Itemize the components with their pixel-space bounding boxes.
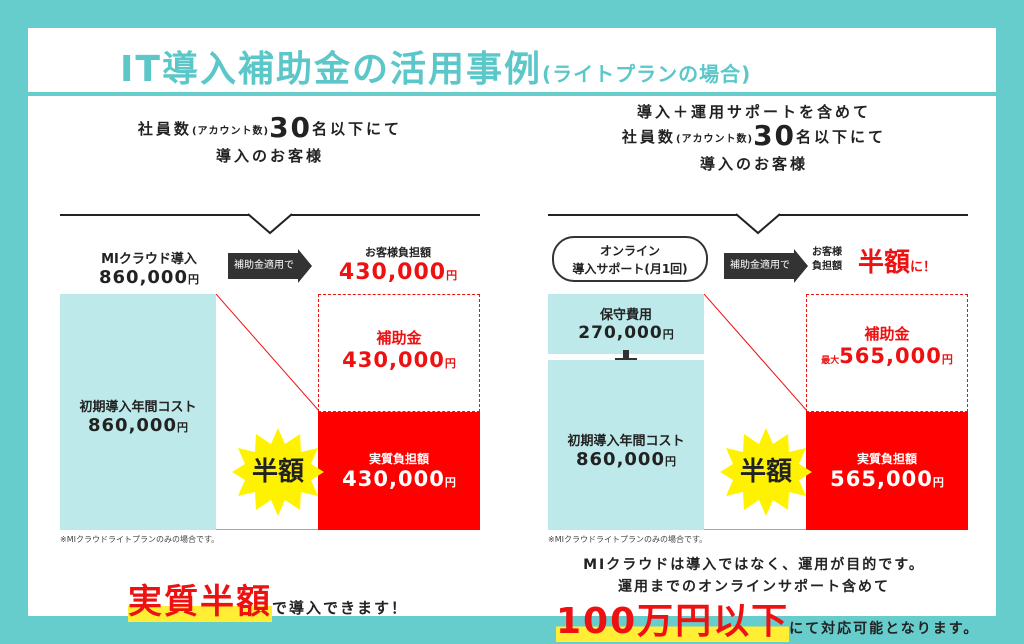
left-customer-label: お客様負担額 (365, 246, 431, 259)
yen-unit: 円 (941, 353, 953, 366)
pill-line2: 導入サポート(月1回) (572, 262, 688, 276)
right-bottom-line1: MIクラウドは導入ではなく、運用が目的です。 (583, 557, 925, 573)
right-heading-line1: 導入＋運用サポートを含めて (636, 103, 871, 121)
right-customer-label-2: 負担額 (812, 261, 842, 272)
left-panel: 社員数(アカウント数)30名以下にて 導入のお客様 MIクラウド導入 860,0… (28, 96, 512, 622)
right-heading: 導入＋運用サポートを含めて 社員数(アカウント数)30名以下にて 導入のお客様 (512, 100, 996, 176)
title-main-text: IT導入補助金の活用事例 (120, 49, 542, 90)
right-note: ※MIクラウドライトプランのみの場合です。 (548, 535, 708, 544)
left-customer-burden: お客様負担額 430,000円 (328, 244, 468, 285)
left-half-price-burst: 半額 (232, 426, 324, 518)
left-initial-cost-value: 860,000 (88, 415, 177, 436)
left-note: ※MIクラウドライトプランのみの場合です。 (60, 535, 220, 544)
right-arrow: 補助金適用で (724, 249, 808, 283)
pill-line1: オンライン (599, 244, 660, 258)
left-bottom-highlight: 実質半額 (128, 582, 272, 622)
yen-unit: 円 (444, 476, 456, 489)
right-initial-cost-label: 初期導入年間コスト (567, 434, 685, 449)
right-initial-cost-box: 初期導入年間コスト 860,000円 (548, 360, 704, 530)
left-burst-text: 半額 (251, 457, 304, 487)
left-heading-post: 名以下にて (312, 120, 403, 138)
page-title: IT導入補助金の活用事例(ライトプランの場合) (120, 40, 751, 92)
left-arrow: 補助金適用で (228, 249, 312, 283)
yen-unit: 円 (187, 273, 199, 286)
yen-unit: 円 (176, 421, 188, 434)
yen-unit: 円 (444, 357, 456, 370)
left-product-label: MIクラウド導入 (101, 252, 197, 267)
right-bottom-line2: 運用までのオンラインサポート含めて (618, 579, 890, 595)
left-product-value: 860,000 (99, 267, 188, 288)
content-card: IT導入補助金の活用事例(ライトプランの場合) 社員数(アカウント数)30名以下… (28, 28, 996, 642)
yen-unit: 円 (664, 455, 676, 468)
right-customer-suffix: に！ (910, 260, 937, 275)
left-subsidy-value: 430,000 (342, 348, 445, 372)
right-bottom-lines: MIクラウドは導入ではなく、運用が目的です。 運用までのオンラインサポート含めて (512, 554, 996, 598)
left-heading-pre: 社員数 (137, 120, 192, 138)
right-subsidy-max: 最大 (821, 356, 840, 366)
left-actual-value: 430,000 (342, 467, 445, 491)
right-heading-pre: 社員数 (621, 128, 676, 146)
right-bottom-text: にて対応可能となります。 (789, 621, 980, 637)
yen-unit: 円 (662, 328, 674, 341)
left-bottom-text: で導入できます！ (272, 599, 409, 617)
title-band: IT導入補助金の活用事例(ライトプランの場合) (28, 28, 996, 96)
left-heading-num: 30 (269, 111, 313, 144)
right-bottom-message: 100万円以下にて対応可能となります。 (556, 592, 979, 644)
left-actual-box: 実質負担額 430,000円 (318, 412, 480, 530)
maintenance-cost-box: 保守費用 270,000円 (548, 294, 704, 354)
right-divider-notch (736, 213, 780, 235)
online-support-pill: オンライン 導入サポート(月1回) (552, 236, 708, 282)
right-customer-label-1: お客様 (812, 247, 842, 258)
right-actual-label: 実質負担額 (856, 452, 917, 466)
right-heading-line3: 導入のお客様 (699, 155, 808, 173)
maint-value: 270,000 (578, 323, 663, 343)
left-divider-notch (248, 213, 292, 235)
title-sub-text: (ライトプランの場合) (541, 62, 752, 86)
left-connector-lines (216, 294, 320, 530)
burst-star-shape (232, 428, 324, 516)
left-actual-label: 実質負担額 (368, 452, 429, 466)
right-connector-lines (704, 294, 808, 530)
left-subsidy-label: 補助金 (376, 329, 422, 347)
left-customer-value: 430,000 (338, 260, 447, 285)
maint-label: 保守費用 (599, 308, 652, 323)
right-bottom-highlight: 100万円以下 (556, 601, 790, 642)
yen-unit: 円 (446, 269, 458, 282)
left-heading-line2: 導入のお客様 (215, 147, 324, 165)
right-burst-text: 半額 (739, 457, 792, 487)
right-arrow-label: 補助金適用で (730, 260, 790, 271)
right-initial-cost-value: 860,000 (576, 449, 665, 470)
right-half-price-burst: 半額 (720, 426, 812, 518)
left-subsidy-box: 補助金 430,000円 (318, 294, 480, 412)
left-heading-paren: (アカウント数) (191, 126, 270, 137)
left-initial-cost-box: 初期導入年間コスト 860,000円 (60, 294, 216, 530)
right-actual-box: 実質負担額 565,000円 (806, 412, 968, 530)
left-product-cost: MIクラウド導入 860,000円 (84, 248, 214, 288)
left-bottom-message: 実質半額で導入できます！ (128, 574, 408, 623)
burst-star-shape (720, 428, 812, 516)
right-subsidy-label: 補助金 (864, 325, 910, 343)
right-actual-value: 565,000 (830, 467, 933, 491)
right-customer-value: 半額 (858, 248, 911, 278)
right-heading-paren: (アカウント数) (675, 134, 754, 145)
left-heading: 社員数(アカウント数)30名以下にて 導入のお客様 (28, 114, 512, 168)
right-heading-post: 名以下にて (796, 128, 887, 146)
right-heading-num: 30 (753, 119, 797, 152)
right-subsidy-box: 補助金 最大565,000円 (806, 294, 968, 412)
right-panel: 導入＋運用サポートを含めて 社員数(アカウント数)30名以下にて 導入のお客様 … (512, 96, 996, 642)
left-initial-cost-label: 初期導入年間コスト (79, 400, 197, 415)
left-arrow-label: 補助金適用で (234, 260, 294, 271)
right-subsidy-value: 565,000 (839, 344, 942, 368)
yen-unit: 円 (932, 476, 944, 489)
